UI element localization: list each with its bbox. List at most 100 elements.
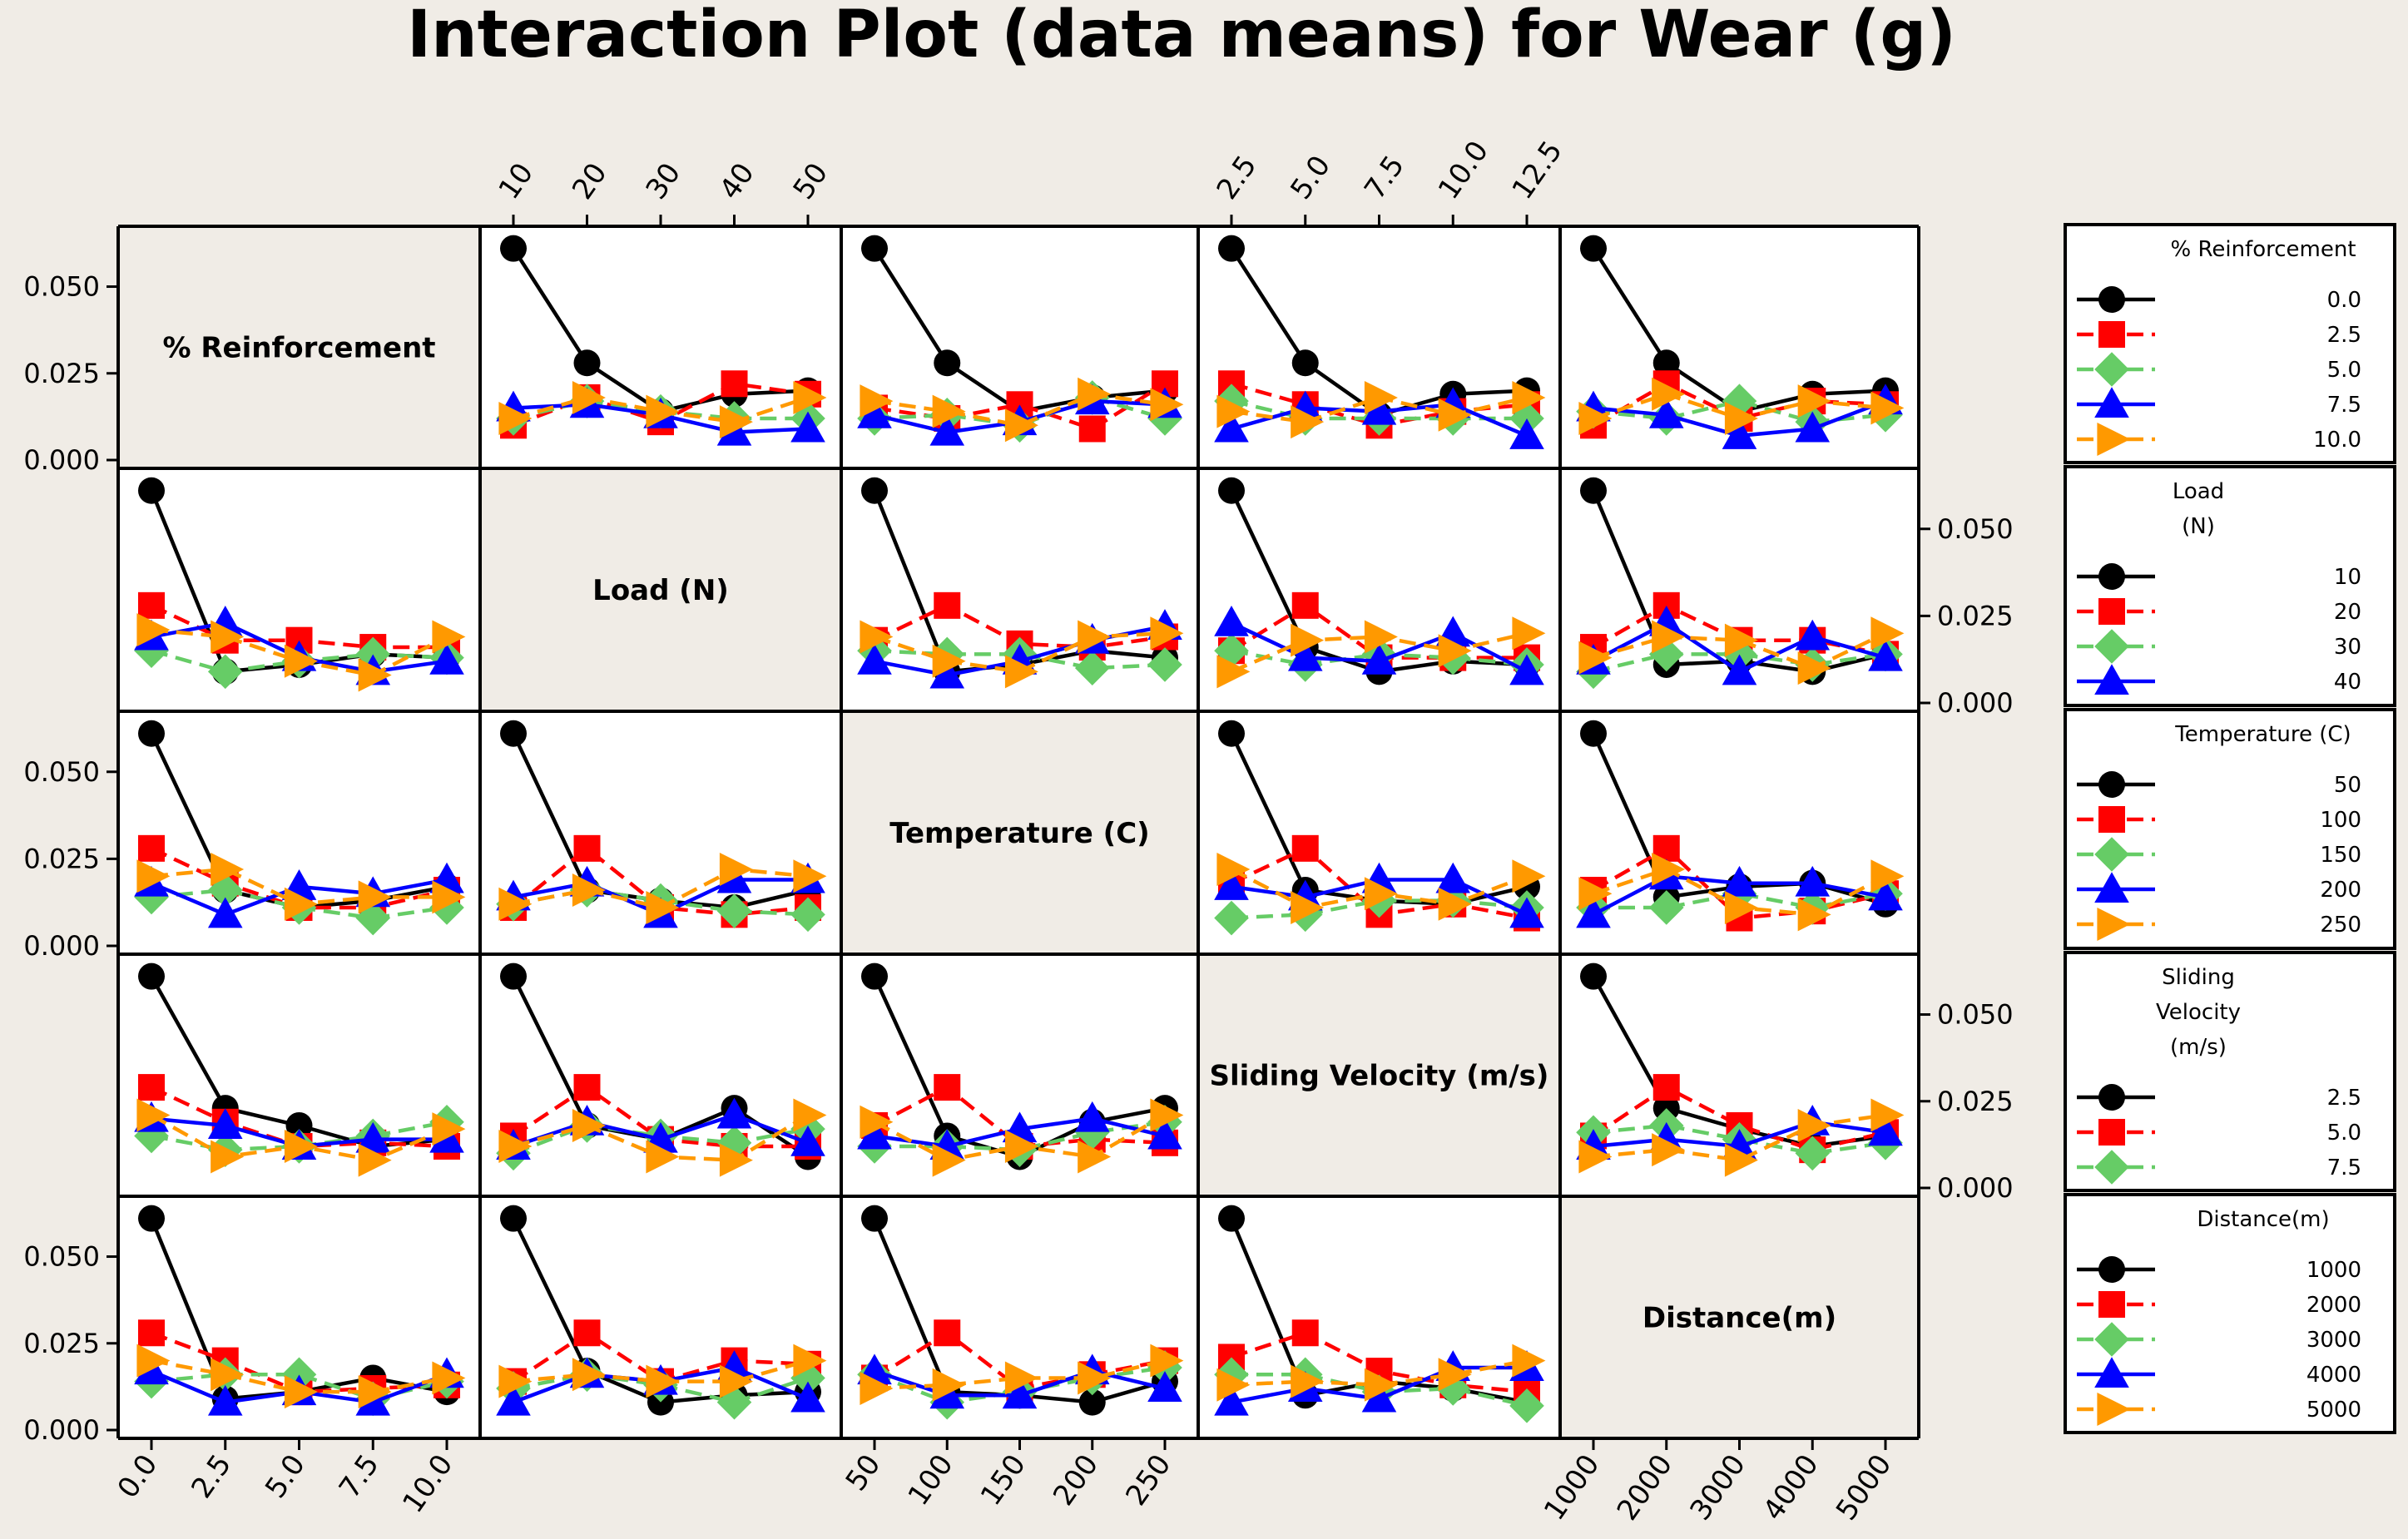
legend-marker [2097, 908, 2131, 941]
legend-marker [2098, 598, 2125, 625]
data-point [860, 1105, 894, 1139]
series-line [151, 1120, 448, 1152]
data-point [1218, 235, 1245, 262]
data-point [432, 620, 466, 654]
data-point [1652, 1133, 1686, 1167]
data-point [358, 880, 392, 914]
data-point [1218, 720, 1245, 747]
data-point [138, 1205, 165, 1232]
data-point [138, 1074, 165, 1101]
legend-label: 2.5 [2327, 323, 2361, 348]
legend-title: Load [2173, 479, 2224, 504]
data-point [1150, 1098, 1184, 1132]
data-point [500, 962, 527, 990]
panel-1-4 [1576, 477, 1905, 690]
data-point [790, 1126, 825, 1156]
legend-label: 250 [2320, 913, 2361, 938]
legend-label: 2000 [2306, 1293, 2361, 1318]
legend-title: Velocity [2156, 1000, 2241, 1025]
data-point [1438, 634, 1472, 668]
legend-marker [2098, 1256, 2125, 1283]
data-point [1214, 869, 1249, 900]
data-point [1512, 380, 1546, 414]
data-point [1291, 623, 1325, 657]
series-line [1592, 1085, 1886, 1152]
series-line [874, 392, 1166, 428]
data-point [1578, 401, 1613, 435]
panel-grid: % Reinforcement Load (N) Temperature (C) Sl… [116, 225, 1920, 1440]
diagonal-panel [1198, 954, 1560, 1196]
legend-marker [2098, 563, 2125, 590]
y-tick-label: 0.050 [23, 1241, 100, 1273]
panel-4-1 [496, 1205, 827, 1420]
data-point [1724, 890, 1758, 924]
legend-marker [2098, 286, 2125, 313]
data-point [860, 384, 894, 418]
legend-label: 5000 [2306, 1398, 2361, 1423]
data-point [932, 1143, 966, 1177]
data-point [1797, 1108, 1831, 1142]
panel-0-1 [496, 235, 827, 446]
data-point [1578, 877, 1613, 911]
data-point [211, 620, 245, 654]
legend-label: 40 [2334, 670, 2361, 695]
legend-group: % Reinforcement 0.0 2.5 5.0 7.5 10.0 Load (N) 10… [2064, 223, 2396, 1434]
data-point [496, 1384, 531, 1416]
legend: % Reinforcement 0.0 2.5 5.0 7.5 10.0 [2064, 223, 2396, 464]
data-point [285, 1111, 313, 1139]
series-line [1231, 398, 1527, 421]
legend-label: 20 [2334, 600, 2361, 625]
legend-label: 200 [2320, 878, 2361, 903]
data-point [500, 1205, 527, 1232]
data-point [498, 1129, 533, 1163]
data-point [284, 1129, 318, 1163]
data-point [934, 1319, 961, 1347]
data-point [793, 1098, 827, 1132]
legend-label: 10.0 [2313, 428, 2361, 453]
factor-label: % Reinforcement [162, 332, 435, 365]
data-point [1364, 380, 1398, 414]
data-point [573, 1319, 601, 1347]
data-point [1868, 879, 1903, 911]
data-point [1580, 477, 1607, 504]
data-point [1722, 418, 1757, 449]
data-point [1291, 591, 1319, 619]
series-line [874, 382, 1167, 431]
data-point [136, 859, 171, 893]
legend-marker [2094, 352, 2129, 387]
data-point [1580, 962, 1607, 990]
panel-0-2 [857, 235, 1184, 446]
factor-label: Sliding Velocity (m/s) [1210, 1060, 1549, 1093]
data-point [1797, 898, 1831, 932]
legend-marker [2098, 321, 2125, 348]
panel-4-3 [1214, 1205, 1546, 1423]
data-point [1580, 720, 1607, 747]
diagonal-panel [118, 226, 480, 468]
panel-1-3 [1214, 477, 1546, 689]
y-tick-label: 0.000 [1937, 687, 2014, 719]
data-point [716, 1097, 752, 1129]
legend-title: % Reinforcement [2170, 237, 2356, 262]
data-point [719, 405, 753, 439]
data-point [432, 1112, 466, 1146]
data-point [207, 1384, 243, 1416]
legend-title: Temperature (C) [2174, 722, 2351, 747]
y-tick-label: 0.000 [1937, 1172, 2014, 1204]
data-point [861, 962, 888, 990]
legend-title: (N) [2182, 514, 2215, 539]
data-point [358, 658, 392, 692]
data-point [1218, 477, 1245, 504]
series-line [1593, 652, 1886, 674]
data-point [1078, 415, 1106, 443]
panel-2-3 [1214, 720, 1546, 936]
panel-3-2 [857, 962, 1184, 1177]
data-point [793, 1344, 827, 1378]
data-point [284, 1375, 318, 1409]
data-point [1078, 1361, 1112, 1395]
legend: Temperature (C) 50 100 150 200 250 [2064, 708, 2396, 950]
data-point [1512, 616, 1546, 651]
data-point [1509, 418, 1544, 449]
panel-1-0 [134, 477, 466, 692]
y-tick-label: 0.025 [1937, 1086, 2014, 1117]
legend: Load (N) 10 20 30 40 [2064, 465, 2396, 707]
